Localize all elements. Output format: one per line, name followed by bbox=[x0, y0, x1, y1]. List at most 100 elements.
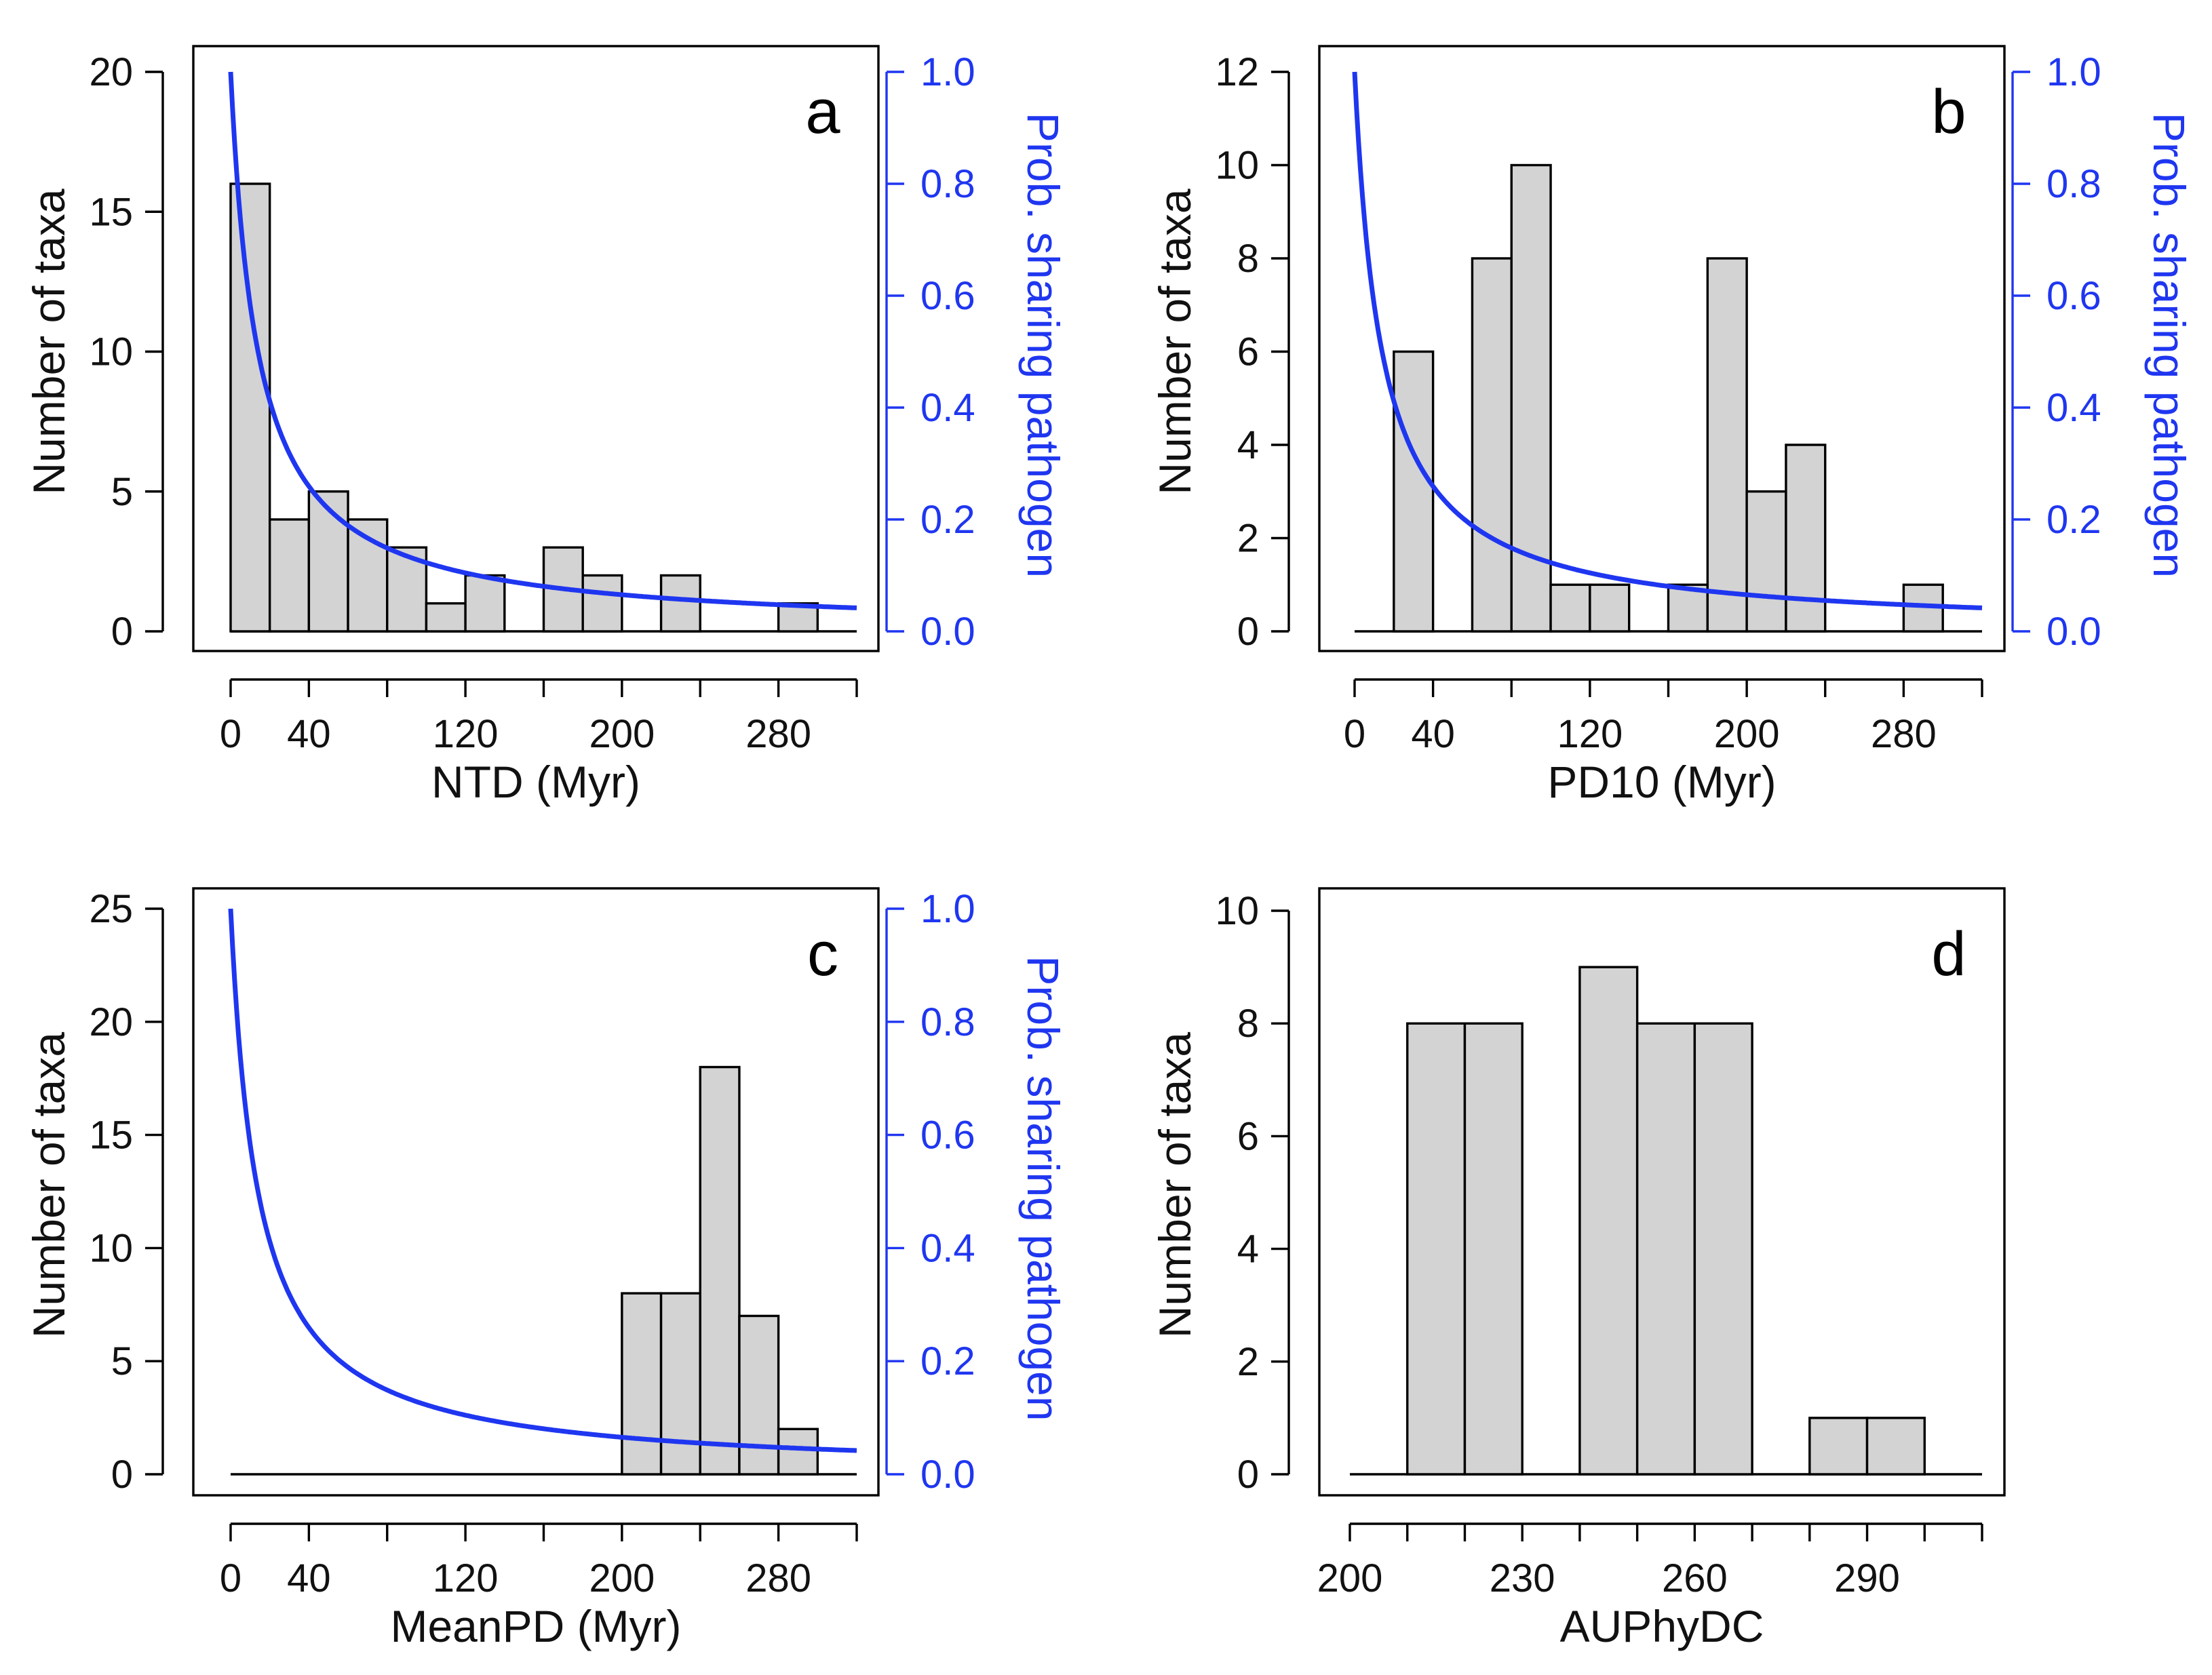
histogram-bar bbox=[699, 1065, 741, 1476]
histogram-bar bbox=[1549, 583, 1591, 633]
y-tick-label: 10 bbox=[1215, 889, 1259, 933]
y-tick-label: 4 bbox=[1237, 1227, 1259, 1272]
x-tick-label: 0 bbox=[1344, 712, 1365, 756]
plot-frame bbox=[192, 45, 880, 652]
y2-tick-label: 0.6 bbox=[2046, 274, 2101, 318]
panel-letter: c bbox=[807, 920, 838, 989]
x-tick-label: 40 bbox=[287, 712, 331, 756]
histogram-bar bbox=[1471, 257, 1513, 633]
x-tick-label: 230 bbox=[1490, 1556, 1555, 1600]
y-tick-label: 4 bbox=[1237, 423, 1259, 467]
probability-curve bbox=[228, 71, 857, 610]
y2-axis-title: Prob. sharing pathogen bbox=[1018, 113, 1068, 578]
panel-c: 0 5 10 15 20 25 0 40 120 200 280 MeanPD (Myr) Number… bbox=[24, 887, 1068, 1651]
y-tick-label: 25 bbox=[89, 887, 133, 931]
x-tick-label: 200 bbox=[1714, 712, 1780, 756]
y2-tick-label: 1.0 bbox=[920, 887, 975, 931]
x-axis-title: MeanPD (Myr) bbox=[390, 1601, 681, 1651]
histogram-bar bbox=[268, 518, 311, 633]
histogram-bar bbox=[1706, 257, 1748, 633]
y-tick-label: 15 bbox=[89, 1114, 133, 1158]
x-tick-label: 120 bbox=[433, 1556, 499, 1600]
y-tick-label: 6 bbox=[1237, 1114, 1259, 1158]
y-tick-label: 20 bbox=[89, 1000, 133, 1044]
y2-tick-label: 0.6 bbox=[920, 274, 975, 318]
x-tick-label: 280 bbox=[745, 712, 811, 756]
y2-tick-label: 1.0 bbox=[920, 50, 975, 94]
y2-tick-label: 0.4 bbox=[2046, 386, 2101, 430]
y2-tick-label: 0.0 bbox=[920, 610, 975, 654]
x-tick-label: 260 bbox=[1662, 1556, 1728, 1600]
y-axis-title: Number of taxa bbox=[1150, 1032, 1200, 1338]
histogram-bar bbox=[1693, 1022, 1753, 1476]
y-tick-label: 6 bbox=[1237, 330, 1259, 374]
histogram-bar bbox=[738, 1314, 780, 1476]
histogram-bar bbox=[581, 574, 623, 633]
histogram-bar bbox=[1406, 1022, 1467, 1476]
histogram-bar bbox=[1785, 444, 1827, 633]
x-tick-label: 200 bbox=[589, 712, 655, 756]
histogram-bar bbox=[425, 602, 467, 633]
x-axis-title: PD10 (Myr) bbox=[1547, 757, 1776, 807]
histogram-bar bbox=[1635, 1022, 1696, 1476]
histogram-bar bbox=[307, 490, 349, 633]
y-tick-label: 0 bbox=[1237, 1453, 1259, 1497]
y-axis-title: Number of taxa bbox=[1150, 189, 1200, 494]
x-tick-label: 40 bbox=[1411, 712, 1455, 756]
y2-tick-label: 0.8 bbox=[2046, 162, 2101, 206]
histogram-bar bbox=[1865, 1417, 1926, 1476]
plot-frame bbox=[192, 887, 880, 1497]
y2-tick-label: 0.8 bbox=[920, 1000, 975, 1044]
histogram-bar bbox=[1578, 966, 1639, 1476]
y2-tick-label: 0.6 bbox=[920, 1114, 975, 1158]
histogram-bar bbox=[1463, 1022, 1524, 1476]
y-tick-label: 12 bbox=[1215, 50, 1259, 94]
y-tick-label: 0 bbox=[111, 610, 133, 654]
x-tick-label: 200 bbox=[1317, 1556, 1383, 1600]
y-axis-title: Number of taxa bbox=[24, 189, 74, 494]
histogram-bar bbox=[777, 1427, 819, 1476]
x-tick-label: 0 bbox=[220, 1556, 241, 1600]
y2-tick-label: 0.2 bbox=[920, 1339, 975, 1383]
histogram-bar bbox=[621, 1292, 663, 1476]
y-tick-label: 0 bbox=[111, 1453, 133, 1497]
y2-tick-label: 0.2 bbox=[2046, 498, 2101, 542]
y-tick-label: 10 bbox=[89, 330, 133, 374]
y-tick-label: 0 bbox=[1237, 610, 1259, 654]
histogram-bar bbox=[659, 1292, 701, 1476]
y2-tick-label: 0.0 bbox=[920, 1453, 975, 1497]
plot-frame bbox=[1318, 887, 2006, 1497]
x-tick-label: 0 bbox=[220, 712, 241, 756]
x-tick-label: 280 bbox=[745, 1556, 811, 1600]
histogram-bar bbox=[229, 182, 271, 633]
histogram-bar bbox=[1393, 350, 1435, 633]
histogram-bar bbox=[1589, 583, 1631, 633]
panel-letter: d bbox=[1931, 920, 1966, 989]
y2-tick-label: 0.0 bbox=[2046, 610, 2101, 654]
y2-tick-label: 1.0 bbox=[2046, 50, 2101, 94]
x-tick-label: 120 bbox=[433, 712, 499, 756]
y-tick-label: 10 bbox=[1215, 144, 1259, 188]
y2-axis-title: Prob. sharing pathogen bbox=[1018, 955, 1068, 1421]
panel-letter: b bbox=[1931, 77, 1966, 146]
x-tick-label: 40 bbox=[287, 1556, 331, 1600]
histogram-bar bbox=[659, 574, 701, 633]
probability-curve bbox=[1352, 71, 1983, 610]
probability-curve bbox=[228, 908, 857, 1453]
x-tick-label: 280 bbox=[1871, 712, 1937, 756]
y-tick-label: 2 bbox=[1237, 517, 1259, 561]
x-tick-label: 200 bbox=[589, 1556, 655, 1600]
panel-d: 0 2 4 6 8 10 200 230 260 290 AUPhyDC Number of taxa… bbox=[1150, 887, 2006, 1651]
y-tick-label: 20 bbox=[89, 50, 133, 94]
x-axis-title: AUPhyDC bbox=[1560, 1601, 1764, 1651]
panel-letter: a bbox=[805, 77, 840, 146]
y-tick-label: 2 bbox=[1237, 1340, 1259, 1384]
histogram-bar bbox=[464, 574, 506, 633]
x-axis-title: NTD (Myr) bbox=[431, 757, 640, 807]
y-axis-title: Number of taxa bbox=[24, 1032, 74, 1338]
histogram-bar bbox=[1745, 490, 1787, 633]
y2-axis-title: Prob. sharing pathogen bbox=[2144, 113, 2194, 578]
